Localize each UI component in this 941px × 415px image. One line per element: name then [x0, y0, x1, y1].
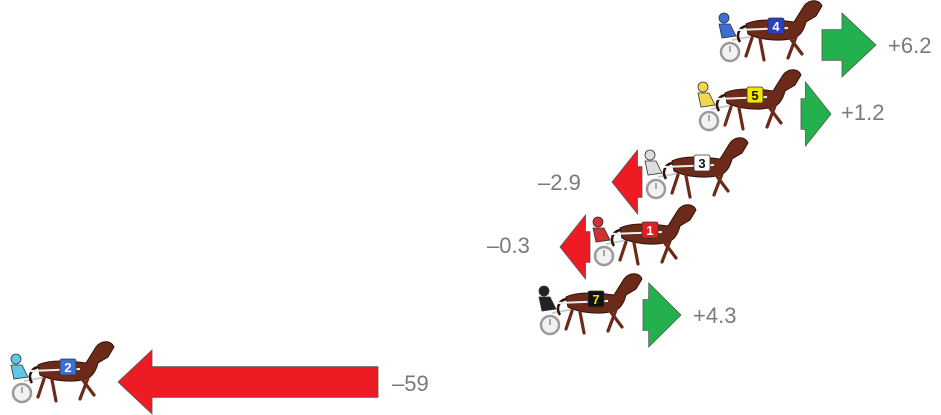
horse-number: 5 [751, 88, 758, 103]
loss-arrow-icon [117, 349, 379, 415]
horse-number: 3 [698, 156, 705, 171]
change-label-horse-2: –59 [392, 371, 429, 396]
race-entry-row: 2 [10, 341, 379, 415]
harness-horse-icon: 5 [697, 69, 802, 132]
change-label-horse-7: +4.3 [693, 303, 737, 328]
change-label-horse-3: –2.9 [538, 170, 581, 195]
change-label-horse-4: +6.2 [888, 33, 932, 58]
gain-arrow-icon [821, 12, 877, 78]
harness-horse-icon: 2 [10, 341, 115, 404]
change-label-horse-1: –0.3 [487, 233, 530, 258]
horse-number: 7 [592, 292, 599, 307]
change-label-horse-5: +1.2 [841, 100, 885, 125]
gain-arrow-icon [800, 80, 832, 148]
gain-arrow-icon [642, 282, 682, 348]
race-entry-row: 5 [697, 69, 832, 148]
saddle-cloth [587, 290, 605, 308]
harness-horse-icon: 4 [718, 0, 823, 63]
saddle-cloth [693, 154, 711, 172]
saddle-cloth [746, 86, 764, 104]
loss-arrow-icon [611, 148, 643, 216]
horse-number: 4 [772, 19, 780, 34]
loss-arrow-icon [559, 213, 591, 281]
race-entry-row: 7 [538, 273, 682, 348]
harness-horse-icon: 7 [538, 273, 643, 336]
race-entry-row: 1 [559, 204, 697, 281]
race-entry-row: 4 [718, 0, 877, 78]
race-entry-row: 3 [611, 137, 749, 216]
horse-number: 2 [64, 360, 71, 375]
saddle-cloth [641, 221, 659, 239]
harness-horse-icon: 3 [644, 137, 749, 200]
saddle-cloth [59, 358, 77, 376]
horse-number: 1 [646, 223, 653, 238]
saddle-cloth [767, 17, 785, 35]
harness-horse-icon: 1 [592, 204, 697, 267]
